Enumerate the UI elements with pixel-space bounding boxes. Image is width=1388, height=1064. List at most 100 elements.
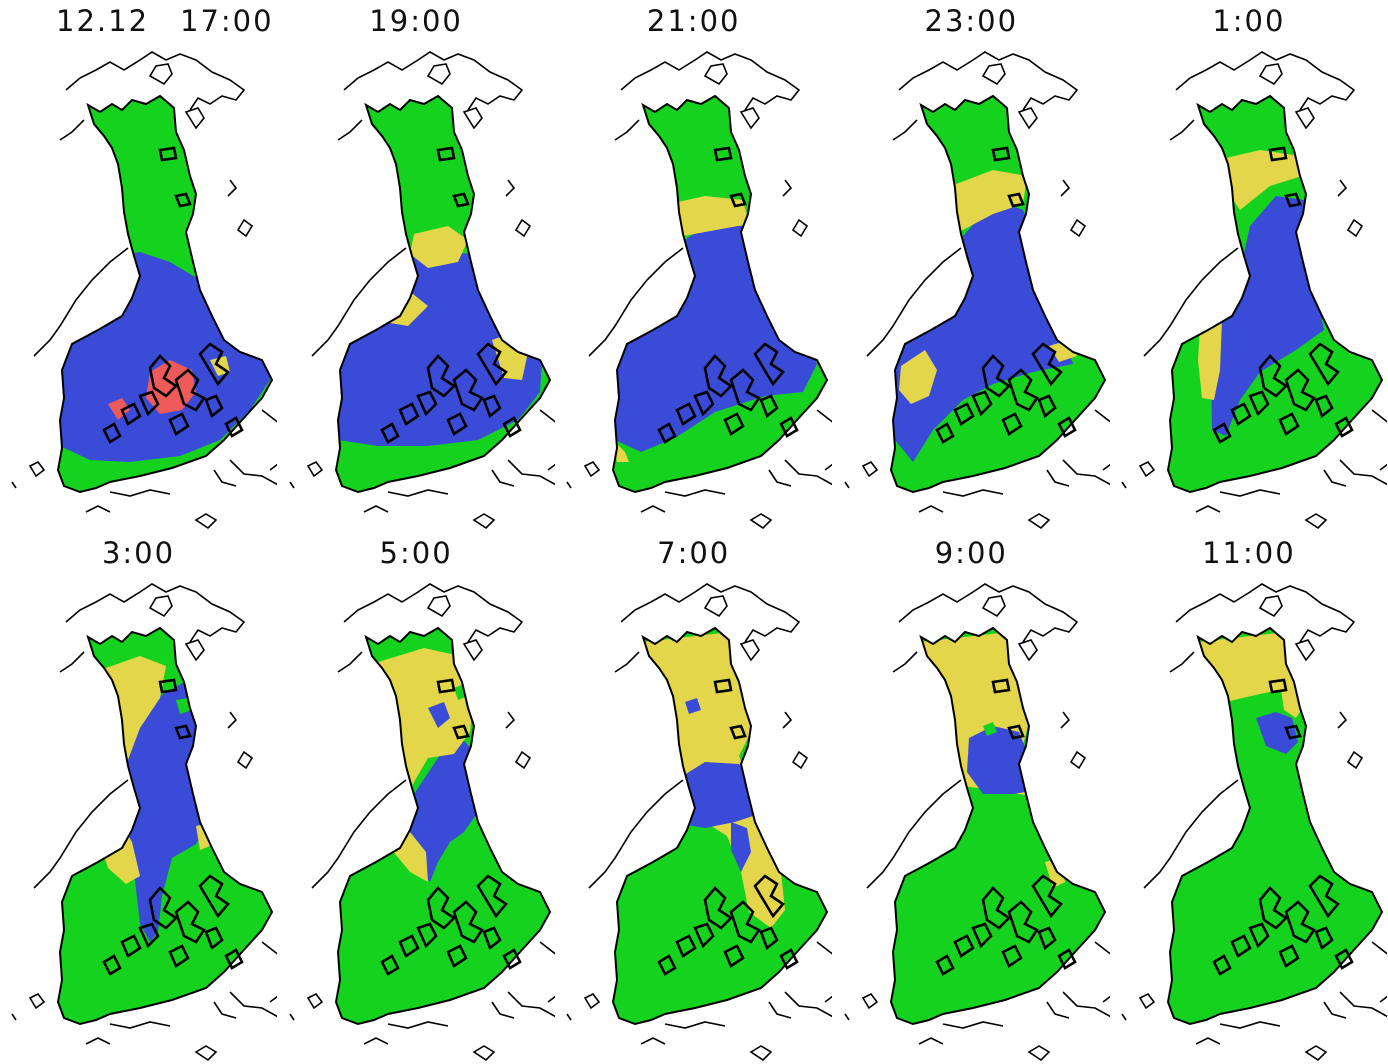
neighbour-coastline — [784, 991, 833, 1018]
neighbour-coastline — [28, 992, 46, 1010]
finland-border — [612, 94, 829, 494]
lake-outline — [452, 900, 484, 944]
lake-outline — [1334, 948, 1355, 970]
neighbour-coastline — [588, 779, 684, 889]
lake-outline — [729, 192, 747, 208]
neighbour-coastline — [1339, 459, 1388, 486]
lake-outline — [1284, 724, 1303, 740]
lake-outline — [1284, 900, 1317, 944]
neighbour-coastline — [584, 460, 601, 478]
lake-outline — [753, 342, 786, 387]
lake-outline — [102, 422, 122, 444]
neighbour-coastline — [866, 779, 962, 889]
neighbour-coastline — [892, 119, 918, 141]
coastline-outlines — [11, 583, 277, 1062]
lake-outline — [657, 954, 677, 976]
lake-outline — [224, 948, 244, 970]
panel-time-label: 1:00 — [1212, 4, 1286, 38]
lake-outline — [1037, 394, 1057, 419]
neighbour-coastline — [65, 51, 246, 111]
yellow-region — [1198, 320, 1223, 400]
panel-time-label: 3:00 — [101, 536, 176, 570]
lake-outline — [138, 390, 160, 417]
neighbour-coastline — [981, 595, 1006, 618]
neighbour-coastline — [236, 750, 254, 770]
lake-outline — [204, 926, 224, 951]
neighbour-coastline — [1259, 595, 1284, 618]
neighbour-coastline — [749, 513, 773, 530]
neighbour-coastline — [640, 505, 666, 513]
lake-outline — [1284, 192, 1303, 208]
map-panel-900: 9:00 — [833, 532, 1110, 1064]
neighbour-coastline — [1046, 1001, 1070, 1019]
finland-map — [288, 51, 555, 530]
neighbour-coastline — [148, 595, 173, 618]
lake-outline — [1278, 412, 1301, 436]
lake-outline — [451, 192, 470, 208]
neighbour-coastline — [1062, 459, 1110, 486]
map-panel-700: 7:00 — [555, 532, 833, 1064]
lake-outline — [174, 192, 192, 208]
lake-outline — [981, 886, 1011, 930]
lake-outline — [1284, 368, 1317, 412]
neighbour-coastline — [1017, 107, 1038, 130]
yellow-region — [898, 350, 937, 404]
lake-outline — [174, 368, 206, 412]
finland-map — [11, 583, 277, 1062]
finland-map — [566, 51, 833, 530]
neighbour-coastline — [1062, 991, 1110, 1018]
lake-outline — [445, 412, 468, 436]
finland-border — [56, 626, 274, 1026]
lake-outline — [1212, 422, 1233, 444]
lake-outline — [1230, 934, 1253, 958]
neighbour-coastline — [1027, 1045, 1051, 1062]
lake-outline — [102, 954, 122, 976]
neighbour-coastline — [85, 1037, 111, 1045]
neighbour-coastline — [1139, 460, 1156, 478]
lake-outline — [779, 948, 799, 970]
neighbour-coastline — [426, 63, 451, 86]
neighbour-coastline — [288, 1013, 295, 1021]
neighbour-coastline — [311, 779, 407, 889]
neighbour-coastline — [1094, 409, 1110, 471]
neighbour-coastline — [11, 1013, 17, 1021]
neighbour-coastline — [311, 247, 407, 357]
lake-outline — [703, 886, 734, 930]
lake-outline — [991, 678, 1011, 694]
lake-outline — [779, 416, 799, 438]
lake-outline — [481, 926, 502, 951]
lake-outline — [1057, 948, 1077, 970]
neighbour-coastline — [584, 992, 601, 1010]
neighbour-coastline — [1060, 711, 1070, 729]
neighbour-coastline — [33, 779, 129, 889]
neighbour-coastline — [59, 119, 85, 141]
neighbour-coastline — [539, 409, 555, 471]
lake-outline — [475, 874, 508, 919]
coastline-outlines — [288, 583, 555, 1062]
lake-outline — [397, 934, 420, 958]
neighbour-coastline — [1017, 639, 1038, 662]
lake-outline — [713, 146, 733, 162]
neighbour-coastline — [1196, 505, 1221, 513]
lake-outline — [1001, 944, 1023, 968]
neighbour-coastline — [507, 991, 555, 1018]
finland-border — [334, 94, 551, 494]
neighbour-coastline — [1143, 779, 1239, 889]
neighbour-coastline — [918, 505, 944, 513]
finland-border — [1167, 94, 1384, 494]
neighbour-coastline — [792, 750, 809, 770]
lake-outline — [675, 402, 697, 426]
lake-outline — [971, 922, 993, 949]
neighbour-coastline — [387, 489, 448, 497]
lake-outline — [198, 342, 230, 387]
coastline-outlines — [844, 51, 1110, 530]
lake-outline — [1258, 354, 1289, 398]
neighbour-coastline — [861, 460, 878, 478]
neighbour-coastline — [1121, 1013, 1128, 1021]
blue-region — [118, 682, 210, 942]
neighbour-coastline — [184, 107, 205, 130]
neighbour-coastline — [472, 513, 495, 530]
lake-outline — [729, 368, 762, 412]
coastline-outlines — [566, 51, 833, 530]
